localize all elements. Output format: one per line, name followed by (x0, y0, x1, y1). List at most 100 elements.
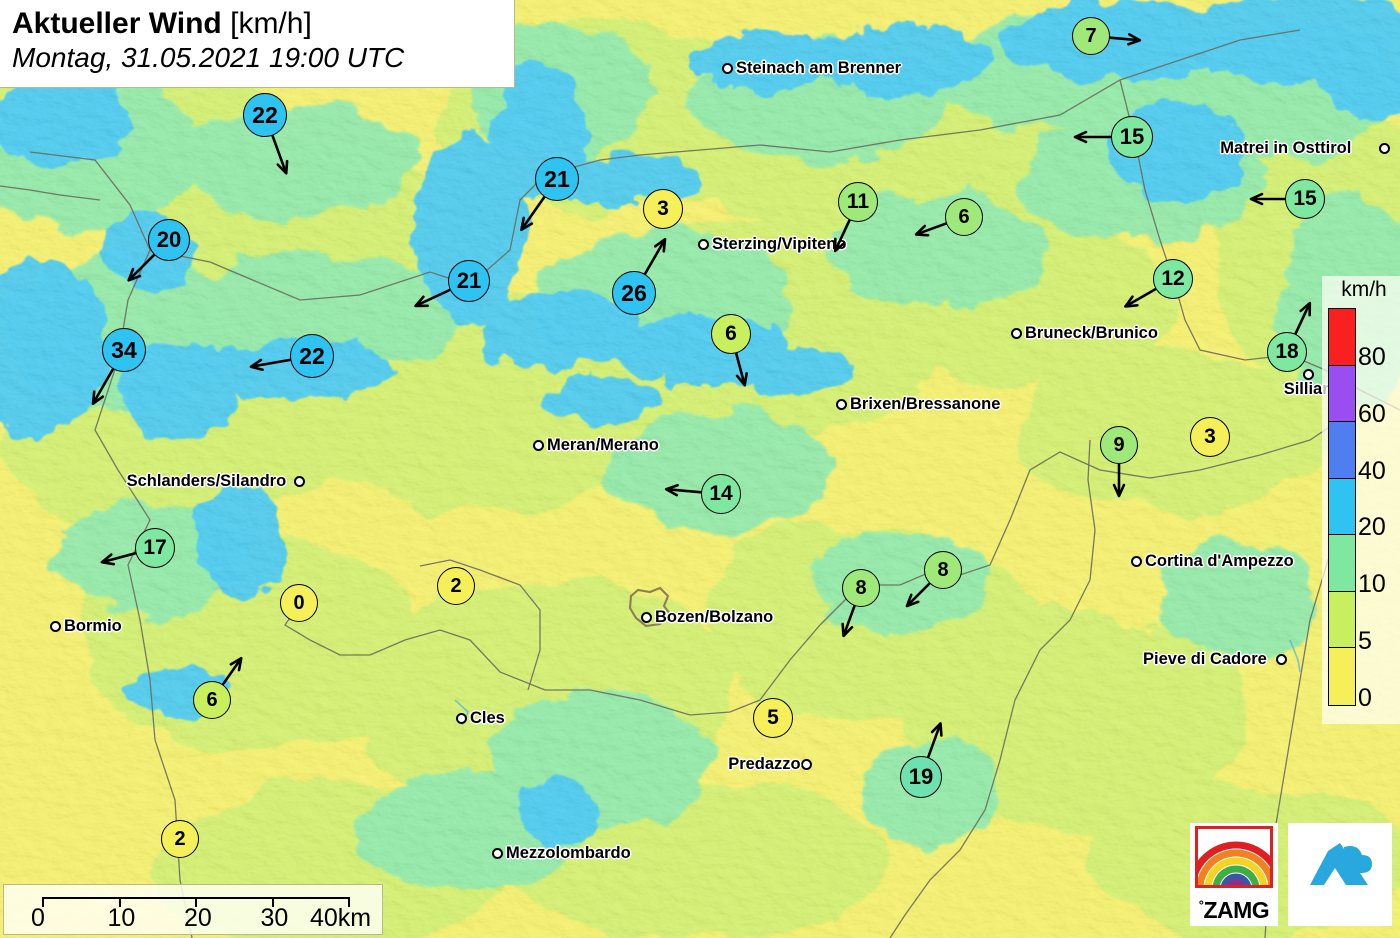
city-label: Sterzing/Vipiteno (712, 235, 847, 253)
wind-speed-badge[interactable]: 7 (1072, 17, 1110, 55)
wind-speed-badge[interactable]: 0 (280, 584, 318, 622)
zamg-wordmark: °ZAMG (1198, 897, 1270, 923)
city-dot-icon (492, 848, 503, 859)
wind-speed-badge[interactable]: 12 (1153, 259, 1193, 299)
title-unit: [km/h] (230, 7, 312, 40)
wind-speed-badge[interactable]: 11 (838, 182, 878, 222)
city-label: Bruneck/Brunico (1025, 324, 1158, 342)
city-label: Bormio (64, 617, 122, 635)
city-dot-icon (1011, 328, 1022, 339)
city-dot-icon (50, 621, 61, 632)
city-label: Pieve di Cadore (1143, 650, 1267, 668)
wind-speed-badge[interactable]: 2 (161, 820, 199, 858)
title-timestamp: Montag, 31.05.2021 19:00 UTC (12, 42, 405, 73)
zamg-rainbow-icon (1195, 826, 1273, 888)
city-label: Matrei in Osttirol (1220, 139, 1352, 157)
title-main: Aktueller Wind (12, 7, 222, 40)
city-dot-icon (722, 63, 733, 74)
wind-speed-badge[interactable]: 20 (148, 219, 190, 261)
city-dot-icon (836, 399, 847, 410)
city-label: Predazzo (728, 755, 801, 773)
colorbar-tick-20: 20 (1358, 513, 1386, 542)
colorbar-band-10to20 (1329, 535, 1355, 592)
wind-speed-badge[interactable]: 17 (135, 528, 175, 568)
colorbar-band-60to80 (1329, 365, 1355, 423)
city-label: Mezzolombardo (506, 844, 631, 862)
wind-speed-badge[interactable]: 14 (701, 474, 741, 514)
wind-speed-badge[interactable]: 19 (900, 756, 942, 798)
colorbar-band-0to5 (1329, 648, 1355, 705)
wind-speed-badge[interactable]: 22 (243, 93, 287, 137)
city-dot-icon (1131, 556, 1142, 567)
city-dot-icon (641, 612, 652, 623)
city-label: Bozen/Bolzano (655, 608, 774, 626)
city-label: Schlanders/Silandro (126, 472, 287, 490)
colorbar-band-80plus (1329, 309, 1355, 366)
wind-speed-badge[interactable]: 26 (612, 271, 656, 315)
colorbar-tick-80: 80 (1358, 342, 1386, 371)
city-label: Meran/Merano (547, 436, 659, 454)
colorbar-legend: km/h 80 60 40 20 10 5 0 (1322, 276, 1400, 724)
city-dot-icon (533, 440, 544, 451)
scale-label-3: 30 (260, 904, 289, 932)
wind-speed-badge[interactable]: 21 (535, 157, 579, 201)
scale-label-1: 10 (107, 904, 136, 932)
city-label: Cles (470, 709, 505, 727)
city-dot-icon (294, 476, 305, 487)
city-dot-icon (698, 239, 709, 250)
scale-tick (195, 897, 197, 907)
city-dot-icon (1303, 369, 1314, 380)
wind-speed-badge[interactable]: 9 (1100, 426, 1138, 464)
wind-speed-badge[interactable]: 21 (448, 260, 490, 302)
scale-tick (118, 897, 121, 907)
map-title-box: Aktueller Wind [km/h] Montag, 31.05.2021… (0, 0, 515, 88)
city-label: Sillian (1283, 380, 1333, 398)
wind-speed-badge[interactable]: 2 (437, 567, 475, 605)
wind-speed-badge[interactable]: 22 (290, 334, 334, 378)
colorbar-tick-60: 60 (1358, 399, 1386, 428)
wind-speed-badge[interactable]: 8 (924, 551, 962, 589)
colorbar-tick-5: 5 (1358, 627, 1372, 656)
colorbar-ticks: 80 60 40 20 10 5 0 (1356, 308, 1400, 710)
wind-speed-badge[interactable]: 3 (1190, 417, 1230, 457)
city-dot-icon (456, 713, 467, 724)
city-label: Steinach am Brenner (736, 59, 902, 77)
wind-speed-badge[interactable]: 8 (842, 569, 880, 607)
wind-speed-badge[interactable]: 3 (643, 189, 683, 229)
colorbar (1328, 308, 1356, 706)
scale-label-0: 0 (31, 904, 45, 932)
scale-tick (271, 897, 274, 907)
scale-label-2: 20 (184, 904, 212, 932)
scale-tick (348, 897, 350, 907)
colorbar-tick-40: 40 (1358, 456, 1386, 485)
wind-speed-badge[interactable]: 5 (753, 698, 793, 738)
wind-speed-badge[interactable]: 18 (1267, 332, 1307, 372)
wind-speed-badge[interactable]: 34 (102, 328, 146, 372)
city-label: Cortina d'Ampezzo (1145, 552, 1294, 570)
wind-speed-badge[interactable]: 15 (1111, 116, 1153, 158)
legend-unit-label: km/h (1341, 278, 1387, 301)
mountain-cloud-icon (1310, 843, 1372, 885)
scale-bar: 0 10 20 30 40km (3, 884, 383, 935)
zamg-logo: °ZAMG (1190, 823, 1278, 926)
city-label: Brixen/Bressanone (850, 395, 1001, 413)
colorbar-band-5to10 (1329, 591, 1355, 649)
city-dot-icon (801, 759, 812, 770)
city-dot-icon (1379, 143, 1390, 154)
scale-bar-rule (42, 897, 350, 907)
geosphere-logo (1288, 823, 1392, 926)
wind-speed-badge[interactable]: 6 (193, 681, 231, 719)
scale-label-4: 40km (310, 904, 372, 932)
colorbar-tick-0: 0 (1358, 684, 1372, 712)
city-dot-icon (1276, 654, 1287, 665)
wind-speed-badge[interactable]: 6 (711, 314, 751, 354)
page-title: Aktueller Wind [km/h] (12, 6, 504, 41)
wind-speed-badge[interactable]: 15 (1285, 179, 1325, 219)
scale-bar-labels: 0 10 20 30 40km (4, 903, 384, 935)
scale-tick (42, 897, 44, 907)
colorbar-band-20to40 (1329, 478, 1355, 536)
colorbar-tick-10: 10 (1358, 570, 1386, 599)
wind-speed-badge[interactable]: 6 (945, 198, 983, 236)
colorbar-band-40to60 (1329, 422, 1355, 479)
